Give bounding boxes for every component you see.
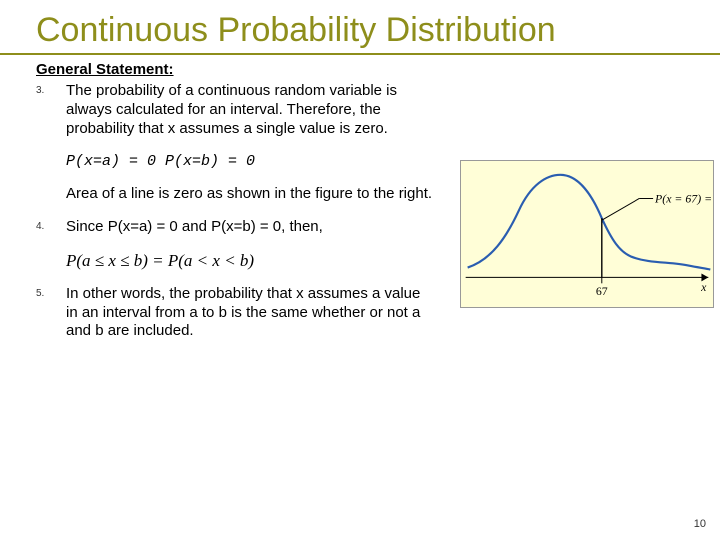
equation-line: P(x=a) = 0 P(x=b) = 0 [66,153,434,172]
item-number: 3. [36,82,66,138]
item-text: Since P(x=a) = 0 and P(x=b) = 0, then, [66,218,323,237]
title-underline [0,53,720,55]
item-number: 5. [36,285,66,341]
item-text: The probability of a continuous random v… [66,82,434,138]
subheading: General Statement: [36,61,692,78]
item-text: In other words, the probability that x a… [66,285,434,341]
page-title: Continuous Probability Distribution [36,12,692,49]
list-item: 3. The probability of a continuous rando… [36,82,434,138]
list-item: 5. In other words, the probability that … [36,285,434,341]
axis-label-x: x [700,280,707,294]
page-number: 10 [694,518,706,530]
distribution-figure: 67 x P(x = 67) = 0 [460,160,714,308]
list-item: 4. Since P(x=a) = 0 and P(x=b) = 0, then… [36,218,434,237]
interval-formula: P(a ≤ x ≤ b) = P(a < x < b) [66,251,434,271]
area-line-text: Area of a line is zero as shown in the f… [66,185,434,204]
tick-label-67: 67 [596,284,608,298]
annotation-text: P(x = 67) = 0 [654,191,713,205]
item-number: 4. [36,218,66,237]
curve-path [468,175,711,270]
annotation-leader [602,198,639,220]
